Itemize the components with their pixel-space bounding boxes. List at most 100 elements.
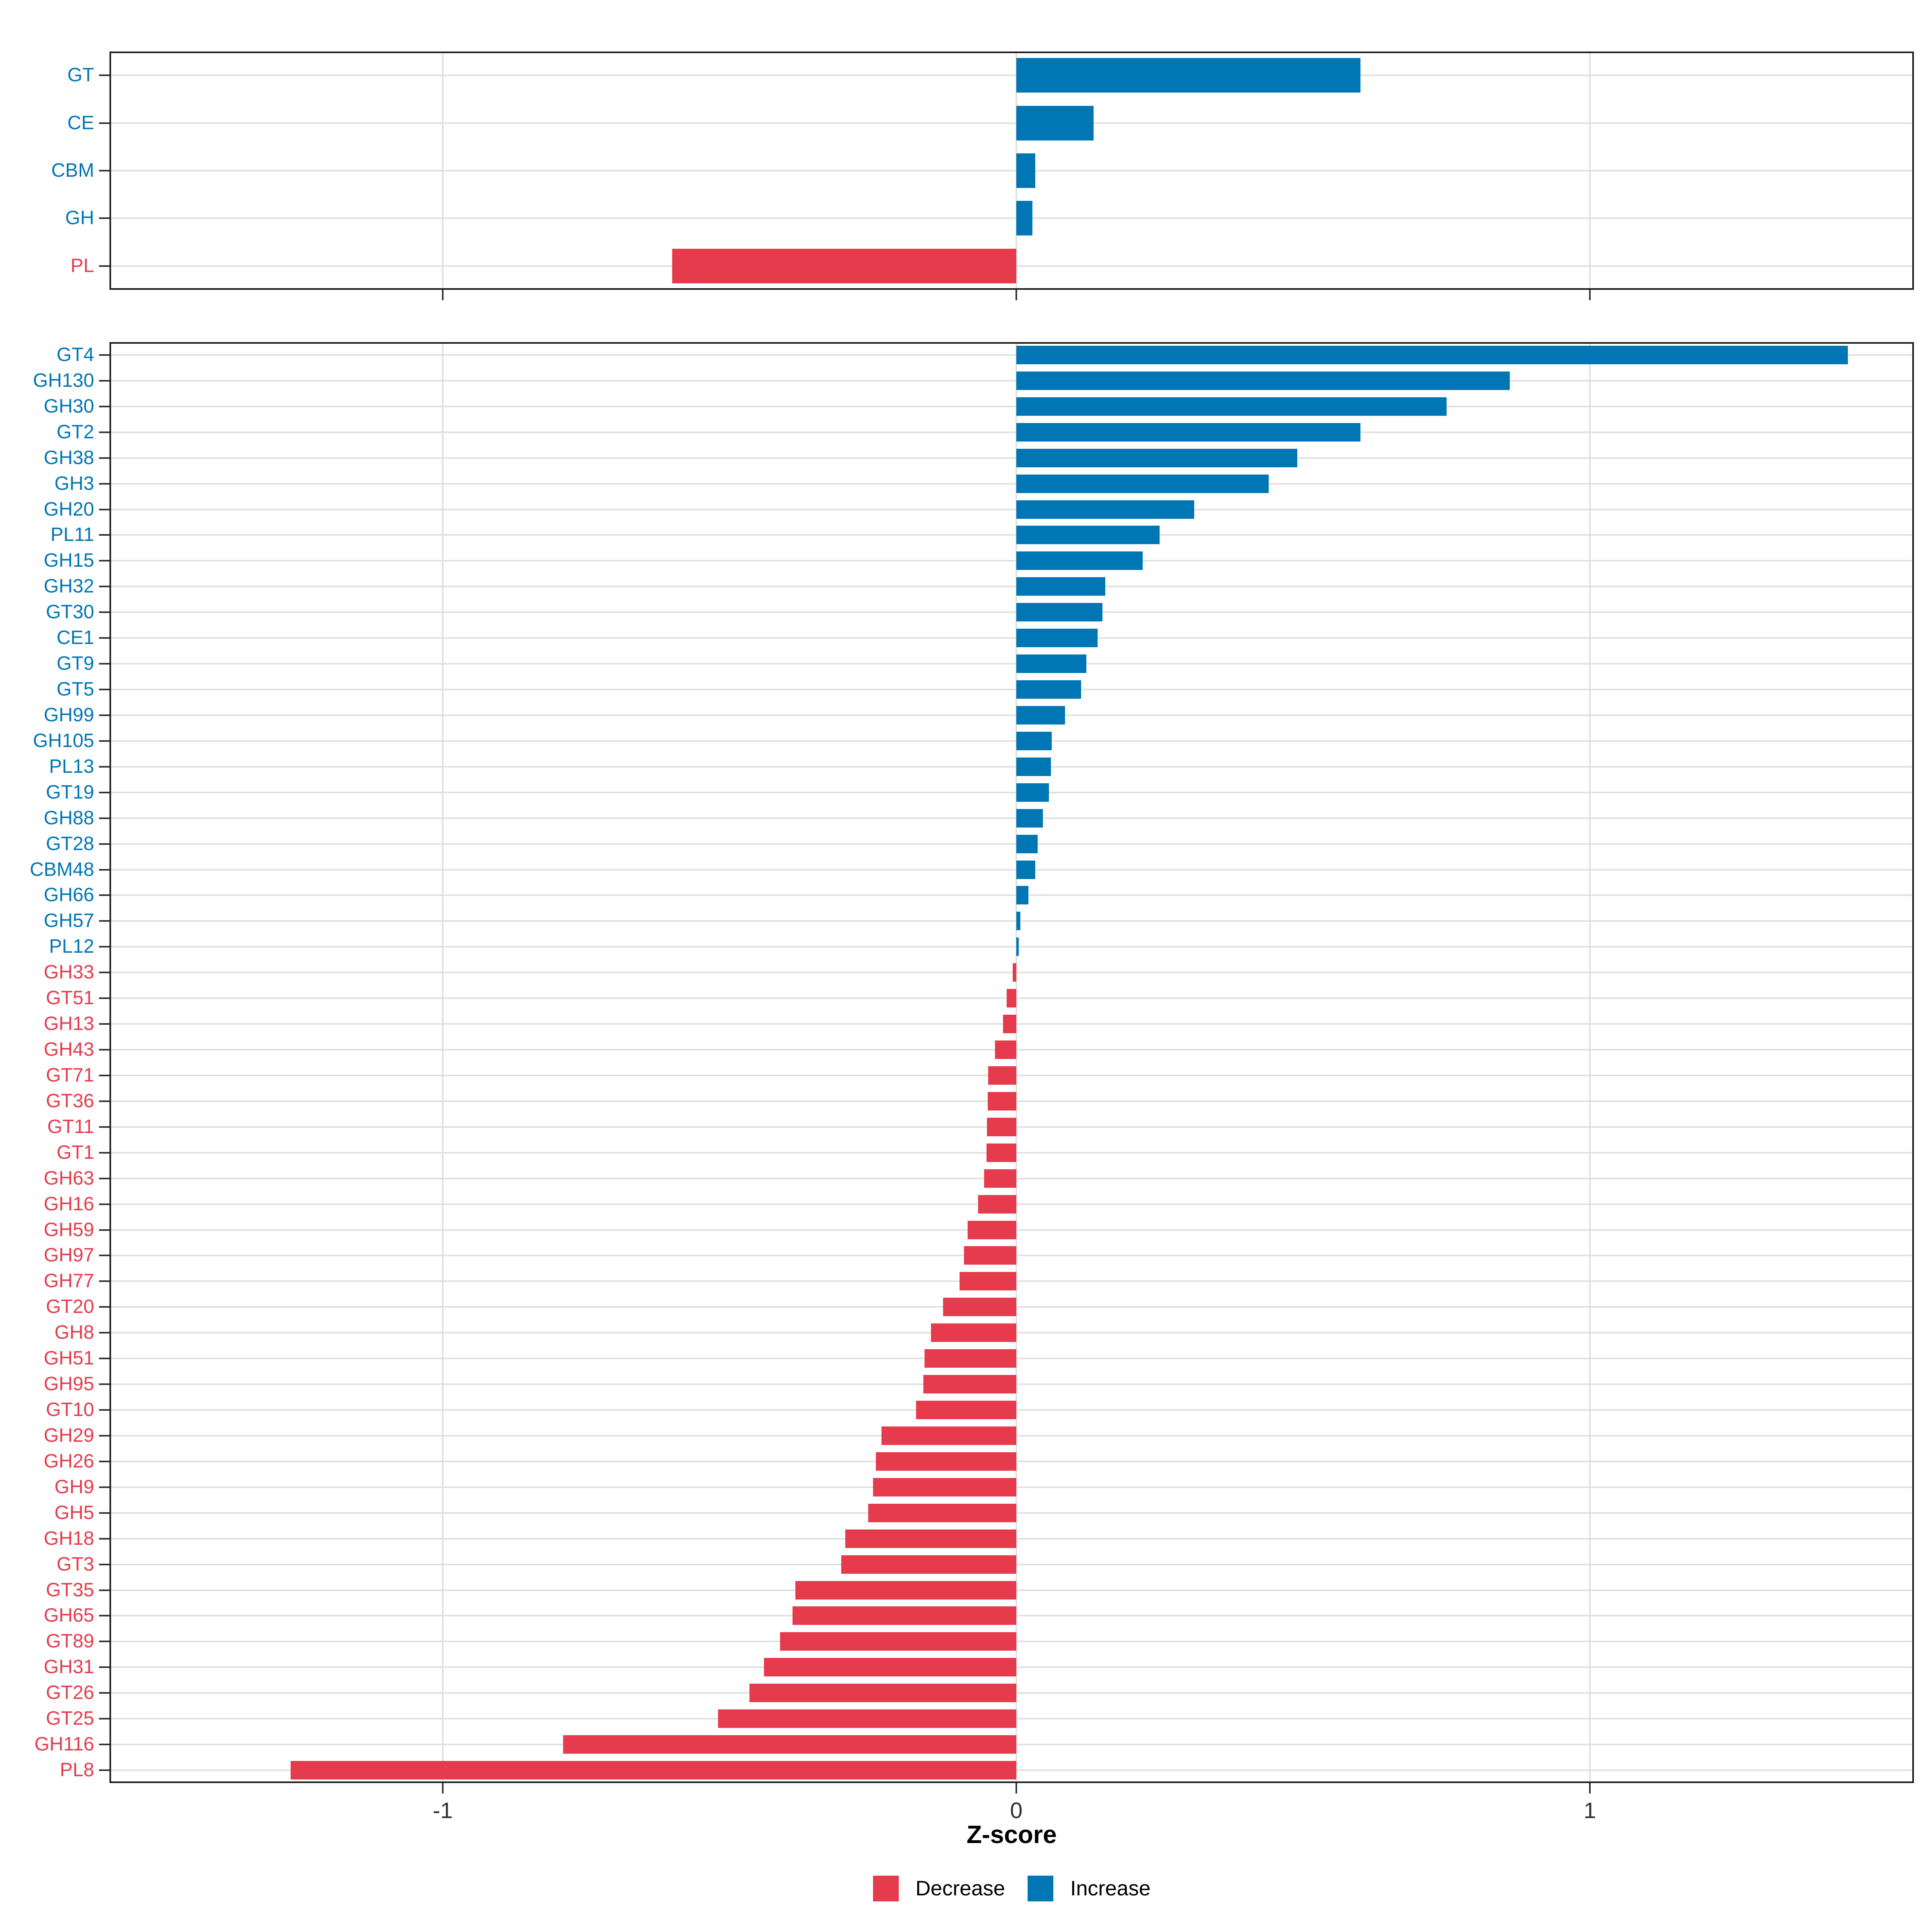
- y-tick-GH31: [99, 1666, 109, 1668]
- bar-GH8: [931, 1323, 1016, 1342]
- row-gridline-GT19: [109, 791, 1914, 793]
- y-tick-GH59: [99, 1229, 109, 1231]
- bar-GH51: [925, 1349, 1016, 1368]
- y-label-GH105: GH105: [33, 730, 94, 751]
- bar-GH15: [1016, 551, 1143, 570]
- y-tick-GT1: [99, 1152, 109, 1154]
- row-gridline-GH130: [109, 380, 1914, 382]
- y-label-GH13: GH13: [43, 1013, 94, 1035]
- y-label-GT35: GT35: [45, 1579, 94, 1601]
- y-label-GT3: GT3: [56, 1553, 94, 1575]
- bar-GT1: [986, 1143, 1016, 1162]
- y-label-CBM: CBM: [51, 160, 94, 181]
- y-label-GT2: GT2: [56, 421, 94, 443]
- row-gridline-GT28: [109, 843, 1914, 845]
- y-tick-GH20: [99, 508, 109, 510]
- bar-GT19: [1016, 783, 1049, 802]
- bar-GT2: [1016, 423, 1360, 442]
- y-tick-GT89: [99, 1641, 109, 1643]
- y-label-GH116: GH116: [34, 1734, 94, 1755]
- bar-GH57: [1016, 912, 1020, 931]
- y-label-GH3: GH3: [54, 473, 94, 494]
- y-tick-GH116: [99, 1744, 109, 1746]
- y-tick-GH3: [99, 483, 109, 485]
- y-tick-GT28: [99, 843, 109, 845]
- row-gridline-GH20: [109, 508, 1914, 510]
- y-tick-GT: [99, 74, 109, 76]
- bar-PL13: [1016, 757, 1051, 776]
- y-tick-GH9: [99, 1486, 109, 1488]
- vertical-gridline-1: [1589, 342, 1591, 1783]
- y-tick-GH5: [99, 1512, 109, 1514]
- bar-GH63: [984, 1169, 1016, 1188]
- y-tick-GH66: [99, 894, 109, 896]
- y-label-GT25: GT25: [45, 1708, 94, 1730]
- y-label-GT28: GT28: [45, 833, 94, 855]
- bar-GT51: [1006, 989, 1016, 1008]
- bar-GH97: [964, 1246, 1016, 1265]
- y-label-GT10: GT10: [45, 1399, 94, 1421]
- row-gridline-GH33: [109, 972, 1914, 974]
- bar-GH95: [923, 1375, 1016, 1394]
- y-label-GH99: GH99: [43, 704, 94, 726]
- bar-GH65: [793, 1606, 1016, 1625]
- y-tick-GH77: [99, 1280, 109, 1282]
- bar-CE1: [1016, 629, 1098, 648]
- vertical-gridline-0: [1016, 342, 1017, 1783]
- y-tick-GH15: [99, 560, 109, 562]
- legend-label-decrease: Decrease: [915, 1877, 1005, 1900]
- y-label-GH33: GH33: [43, 962, 94, 983]
- top-x-tick-1: [1589, 290, 1591, 300]
- row-gridline-GT30: [109, 611, 1914, 613]
- y-label-GT9: GT9: [56, 653, 94, 675]
- y-tick-PL12: [99, 946, 109, 948]
- row-gridline-GT2: [109, 431, 1914, 433]
- vertical-gridline--1: [442, 342, 444, 1783]
- legend-item-increase: Increase: [1028, 1876, 1151, 1901]
- bar-GH105: [1016, 731, 1052, 750]
- y-label-GH51: GH51: [43, 1348, 94, 1369]
- y-label-GH32: GH32: [43, 576, 94, 597]
- row-gridline-GH57: [109, 920, 1914, 922]
- bar-GH116: [563, 1735, 1016, 1754]
- y-tick-GH: [99, 217, 109, 219]
- y-tick-GT19: [99, 791, 109, 793]
- y-tick-GT30: [99, 611, 109, 613]
- bar-GH29: [881, 1426, 1016, 1445]
- y-label-GT4: GT4: [56, 344, 94, 365]
- y-tick-PL: [99, 265, 109, 267]
- y-tick-GT11: [99, 1126, 109, 1128]
- row-gridline-GH38: [109, 457, 1914, 459]
- row-gridline-PL11: [109, 534, 1914, 536]
- y-label-GH16: GH16: [43, 1193, 94, 1215]
- row-gridline-GT: [109, 74, 1914, 76]
- row-gridline-GH30: [109, 405, 1914, 407]
- y-label-GT36: GT36: [45, 1090, 94, 1112]
- row-gridline-GH: [109, 217, 1914, 219]
- bar-GH99: [1016, 706, 1065, 724]
- y-label-GH59: GH59: [43, 1219, 94, 1241]
- y-tick-GH105: [99, 740, 109, 742]
- y-tick-GH18: [99, 1538, 109, 1540]
- bar-PL8: [291, 1761, 1016, 1780]
- legend-label-increase: Increase: [1070, 1877, 1151, 1900]
- y-label-GH66: GH66: [43, 884, 94, 906]
- bar-GH13: [1003, 1015, 1016, 1034]
- y-tick-GT36: [99, 1100, 109, 1102]
- bar-GH18: [845, 1529, 1016, 1548]
- bar-GT11: [987, 1117, 1016, 1136]
- bar-GT: [1016, 58, 1360, 93]
- y-label-GH31: GH31: [43, 1656, 94, 1678]
- y-label-GT19: GT19: [45, 781, 94, 803]
- y-label-GH57: GH57: [43, 910, 94, 932]
- y-tick-CE: [99, 122, 109, 124]
- y-tick-GT25: [99, 1718, 109, 1720]
- bottom-x-tick-1: [1589, 1783, 1591, 1794]
- bar-PL11: [1016, 526, 1160, 545]
- bottom-panel-plot-area: [109, 342, 1914, 1783]
- y-label-GT11: GT11: [47, 1116, 94, 1137]
- y-tick-GT35: [99, 1589, 109, 1591]
- x-tick-label-0: 0: [1010, 1798, 1023, 1823]
- bar-PL: [672, 248, 1016, 283]
- y-tick-GH57: [99, 920, 109, 922]
